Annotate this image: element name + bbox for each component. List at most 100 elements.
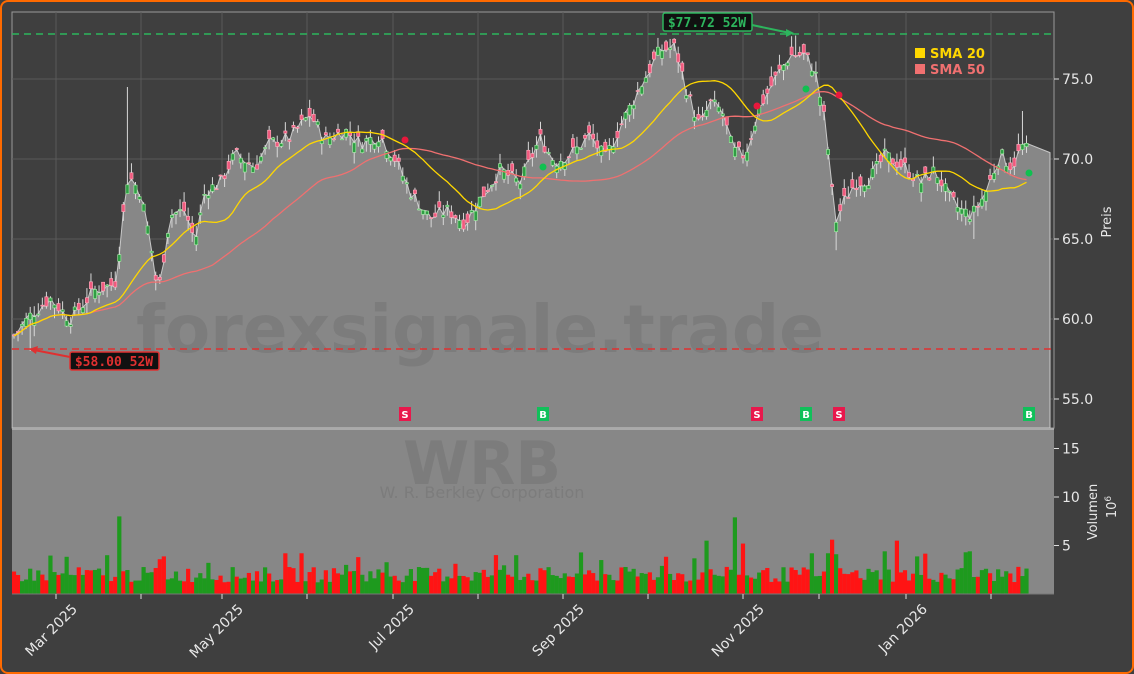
candle bbox=[737, 141, 741, 148]
candle bbox=[307, 107, 312, 117]
candle bbox=[684, 95, 689, 99]
date-tick-label: May 2025 bbox=[187, 602, 247, 662]
candle bbox=[603, 141, 608, 152]
candle bbox=[716, 106, 721, 113]
candle bbox=[461, 219, 466, 230]
candle bbox=[157, 276, 162, 281]
candle bbox=[376, 141, 381, 147]
candle bbox=[959, 208, 964, 215]
candle bbox=[255, 164, 259, 170]
candle bbox=[469, 210, 474, 213]
volume-bar bbox=[574, 573, 580, 594]
volume-bar bbox=[886, 569, 891, 594]
candle bbox=[117, 254, 122, 262]
volume-bar bbox=[906, 580, 912, 594]
candle bbox=[174, 212, 178, 215]
date-tick-label: Nov 2025 bbox=[709, 602, 768, 661]
volume-bar bbox=[611, 580, 616, 594]
volume-bar bbox=[923, 553, 928, 594]
volume-bar bbox=[364, 581, 369, 594]
candle bbox=[514, 177, 519, 183]
svg-text:S: S bbox=[753, 410, 760, 421]
candle bbox=[210, 184, 215, 192]
volume-bar bbox=[898, 572, 904, 594]
candle bbox=[623, 112, 628, 120]
candle bbox=[60, 309, 65, 313]
candle bbox=[44, 296, 49, 307]
candle bbox=[465, 213, 470, 223]
candle bbox=[170, 214, 174, 218]
candle bbox=[364, 138, 369, 142]
volume-bar bbox=[797, 574, 802, 594]
volume-bar bbox=[668, 573, 673, 594]
volume-bar bbox=[319, 579, 324, 594]
volume-bar bbox=[805, 569, 810, 594]
candle bbox=[408, 197, 413, 200]
candle bbox=[1012, 157, 1017, 167]
volume-multiplier: 106 bbox=[1104, 496, 1120, 519]
candle bbox=[842, 187, 847, 197]
volume-bar bbox=[558, 578, 563, 594]
volume-bar bbox=[619, 567, 624, 594]
candle bbox=[643, 77, 648, 83]
volume-bar bbox=[659, 565, 665, 594]
candle bbox=[20, 324, 25, 327]
candle bbox=[668, 47, 673, 50]
candle bbox=[145, 225, 150, 235]
candle bbox=[651, 51, 656, 60]
candle bbox=[121, 204, 126, 212]
volume-bar bbox=[157, 559, 162, 594]
volume-bar bbox=[20, 581, 25, 594]
candle bbox=[732, 147, 737, 157]
volume-bar bbox=[477, 572, 482, 594]
price-tick-label: 60.0 bbox=[1062, 312, 1093, 328]
candle bbox=[417, 208, 421, 211]
candle bbox=[404, 182, 409, 185]
volume-axis-title: Volumen bbox=[1086, 484, 1101, 541]
candle bbox=[109, 278, 114, 286]
candle bbox=[773, 71, 778, 76]
volume-bar bbox=[1016, 566, 1021, 594]
candle bbox=[822, 104, 826, 112]
volume-bar bbox=[117, 516, 122, 594]
volume-bar bbox=[109, 581, 114, 594]
volume-bar bbox=[186, 568, 191, 594]
candle bbox=[765, 88, 770, 94]
volume-bar bbox=[133, 580, 138, 594]
volume-bar bbox=[141, 567, 146, 594]
volume-bar bbox=[384, 562, 389, 594]
volume-bar bbox=[996, 569, 1001, 594]
candle bbox=[882, 148, 887, 151]
volume-bar bbox=[493, 555, 499, 594]
volume-bar bbox=[92, 569, 98, 594]
candle bbox=[445, 204, 450, 208]
candle bbox=[947, 190, 952, 193]
volume-bar bbox=[323, 570, 328, 594]
volume-bar bbox=[15, 574, 21, 594]
volume-bar bbox=[526, 573, 531, 594]
candle bbox=[575, 146, 579, 155]
candle bbox=[838, 204, 843, 212]
candle bbox=[137, 196, 142, 200]
volume-bar bbox=[352, 571, 357, 594]
candle bbox=[287, 139, 292, 142]
candle bbox=[449, 211, 454, 218]
volume-bar bbox=[149, 572, 154, 594]
date-tick-label: Jul 2025 bbox=[366, 602, 418, 654]
candle bbox=[818, 96, 822, 106]
volume-bar bbox=[263, 567, 268, 594]
candle bbox=[295, 126, 300, 129]
candle bbox=[761, 94, 766, 104]
volume-bar bbox=[530, 580, 535, 594]
volume-bar bbox=[125, 570, 130, 594]
candle bbox=[230, 153, 235, 161]
volume-bar bbox=[890, 581, 895, 594]
crossover-dot bbox=[835, 91, 843, 99]
volume-bar bbox=[821, 571, 827, 594]
candle bbox=[777, 64, 782, 70]
volume-bar bbox=[749, 577, 754, 594]
volume-bar bbox=[161, 556, 166, 594]
volume-bar bbox=[238, 578, 243, 594]
volume-bar bbox=[647, 572, 652, 594]
candle bbox=[899, 159, 903, 168]
